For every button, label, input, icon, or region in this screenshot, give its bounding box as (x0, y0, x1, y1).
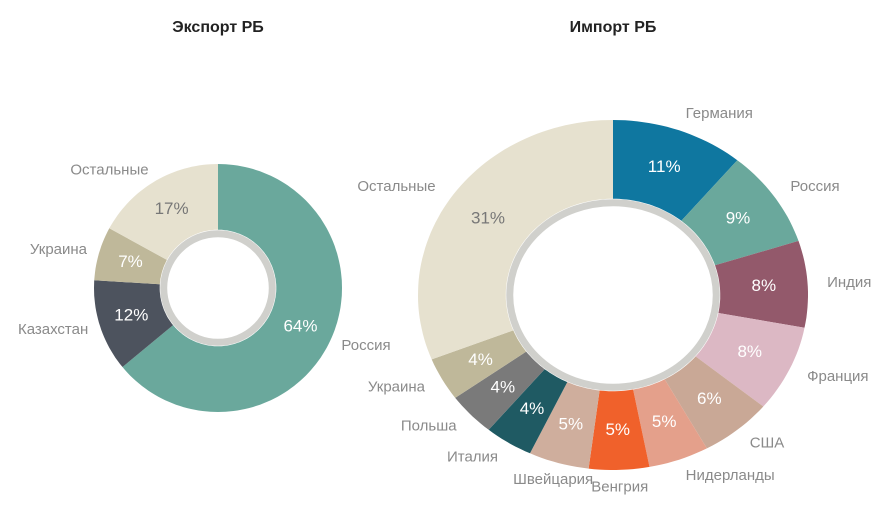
pie-slice (455, 351, 545, 430)
inner-ring (506, 199, 720, 391)
pie-slice (681, 160, 799, 266)
value-label: 31% (471, 208, 505, 227)
value-label: 9% (726, 208, 751, 227)
category-label: США (750, 434, 785, 451)
pie-slice (530, 382, 600, 469)
category-label: Нидерланды (686, 467, 775, 484)
value-label: 6% (697, 389, 722, 408)
pie-slice (94, 228, 167, 285)
value-label: 11% (648, 157, 681, 176)
pie-slice (94, 280, 174, 367)
value-label: 5% (559, 415, 584, 434)
pie-slice (418, 120, 613, 360)
hole (513, 206, 713, 384)
category-label: Германия (686, 105, 753, 122)
category-label: Швейцария (513, 471, 593, 488)
category-label: Венгрия (591, 478, 648, 495)
pie-slice (122, 164, 342, 412)
value-label: 5% (605, 420, 630, 439)
pie-slice (588, 389, 650, 470)
pie-slice (613, 120, 738, 221)
category-label: Индия (827, 274, 871, 291)
category-label: Россия (790, 178, 839, 195)
pie-slice (633, 379, 707, 467)
hole (167, 237, 269, 339)
value-label: 8% (752, 276, 777, 295)
chart-title: Экспорт РБ (172, 19, 264, 36)
value-label: 4% (491, 377, 516, 396)
category-label: Украина (30, 241, 88, 258)
pie-slice (715, 240, 808, 328)
value-label: 17% (155, 199, 189, 218)
pie-slice (431, 330, 527, 398)
pie-slice (664, 356, 764, 449)
value-label: 7% (118, 252, 143, 271)
category-label: Казахстан (18, 321, 88, 338)
pie-slice (695, 313, 805, 407)
category-label: Польша (401, 418, 457, 435)
category-label: Остальные (357, 178, 435, 195)
value-label: 12% (114, 306, 148, 325)
value-label: 4% (468, 350, 493, 369)
category-label: Остальные (70, 162, 148, 179)
category-label: Франция (807, 368, 868, 385)
value-label: 4% (520, 399, 545, 418)
chart-title: Импорт РБ (570, 19, 657, 36)
pie-slice (109, 164, 218, 260)
value-label: 64% (283, 316, 317, 335)
category-label: Россия (341, 337, 390, 354)
value-label: 8% (737, 342, 762, 361)
value-label: 5% (652, 412, 677, 431)
category-label: Италия (447, 449, 498, 466)
category-label: Украина (368, 379, 426, 396)
pie-slice (488, 369, 568, 454)
inner-ring (160, 230, 276, 346)
